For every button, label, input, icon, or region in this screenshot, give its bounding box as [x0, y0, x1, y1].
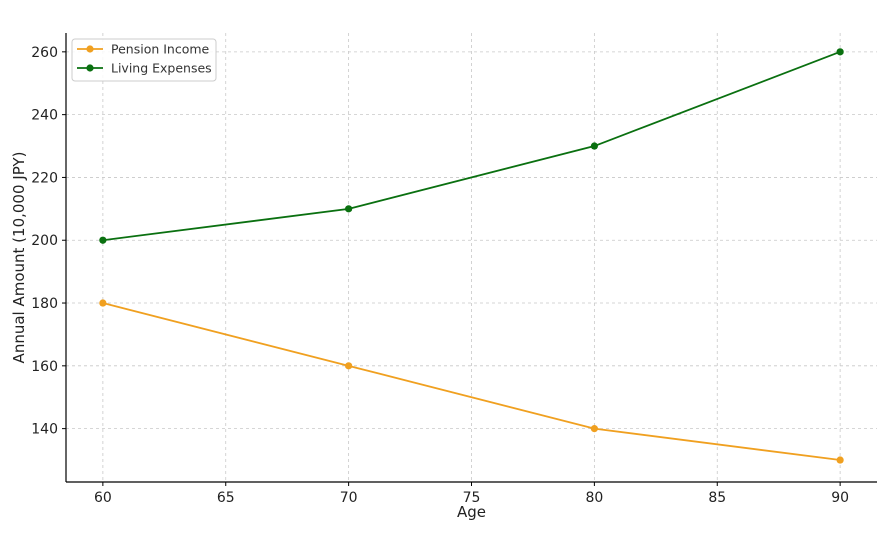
legend-box: [71, 38, 217, 82]
y-tick-label: 160: [31, 359, 58, 375]
legend-entries: Pension Income Living Expenses: [77, 42, 212, 76]
data-point: [345, 205, 353, 213]
x-axis-ticks: 60 65 70 75 80 85 90: [94, 482, 849, 506]
series-1: [99, 48, 844, 244]
data-point: [99, 299, 107, 307]
y-tick-label: 240: [31, 108, 58, 124]
legend: Pension Income Living Expenses: [71, 38, 217, 82]
legend-entry: Living Expenses: [77, 61, 212, 76]
x-tick-label: 75: [463, 490, 481, 506]
x-tick-label: 65: [217, 490, 235, 506]
legend-entry: Pension Income: [77, 42, 210, 57]
y-axis-ticks: 140 160 180 200 220 240 260: [31, 45, 66, 438]
data-point: [590, 425, 598, 433]
y-tick-label: 200: [31, 233, 58, 249]
x-tick-label: 60: [94, 490, 112, 506]
x-tick-label: 85: [708, 490, 726, 506]
x-tick-label: 80: [585, 490, 603, 506]
y-tick-label: 180: [31, 296, 58, 312]
grid: [66, 33, 877, 482]
data-point: [99, 236, 107, 244]
series-layer: [99, 48, 844, 464]
legend-swatch-marker: [86, 64, 94, 72]
series-line: [102, 302, 841, 461]
data-point: [836, 456, 844, 464]
x-tick-label: 70: [340, 490, 358, 506]
y-tick-label: 260: [31, 45, 58, 61]
series-line: [102, 50, 841, 242]
data-point: [836, 48, 844, 56]
y-tick-label: 140: [31, 422, 58, 438]
x-tick-label: 90: [831, 490, 849, 506]
legend-label: Living Expenses: [111, 61, 212, 76]
legend-label: Pension Income: [111, 42, 210, 57]
data-point: [345, 362, 353, 370]
legend-swatch-marker: [86, 45, 94, 53]
x-axis-label: Age: [457, 503, 486, 521]
series-0: [99, 299, 844, 464]
y-tick-label: 220: [31, 170, 58, 186]
y-axis-label: Annual Amount (10,000 JPY): [10, 152, 28, 364]
data-point: [590, 142, 598, 150]
